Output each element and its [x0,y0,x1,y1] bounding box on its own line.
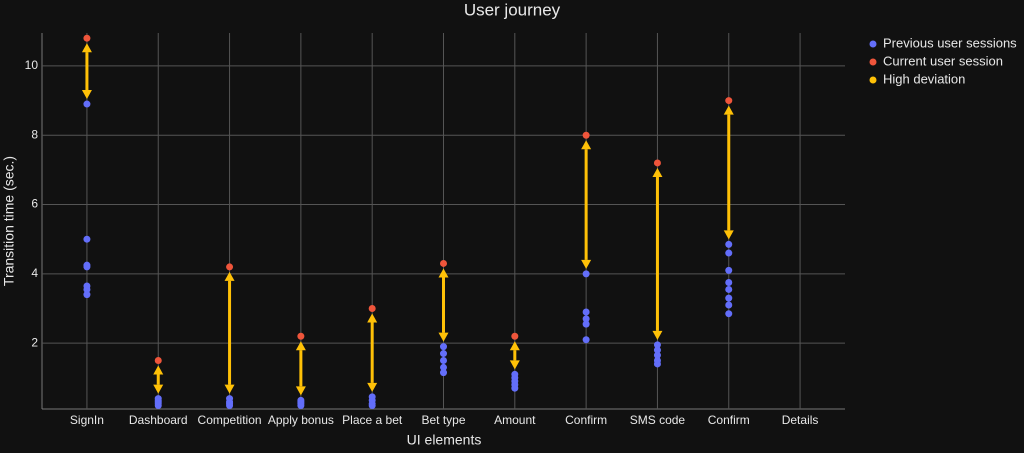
y-tick-label: 4 [31,266,38,280]
previous-point [368,402,376,410]
arrow-part [153,365,164,375]
previous-point [725,301,733,309]
arrow-part [652,167,663,177]
arrow-part [438,332,449,342]
previous-point [440,350,447,358]
x-tick-label: Place a bet [342,413,403,427]
previous-point [653,346,661,354]
arrow-part [295,386,306,396]
legend-marker [869,40,877,48]
deviation-arrow [295,341,306,396]
y-tick-label: 10 [25,58,39,72]
previous-point [725,249,733,257]
deviation-arrow [438,268,449,342]
previous-point [83,235,91,243]
previous-point [226,402,234,410]
arrow-part [81,90,92,100]
x-tick-label: SignIn [70,413,104,427]
deviation-arrow [367,313,378,392]
arrow-part [723,230,734,240]
previous-point [725,279,733,287]
current-point [154,356,162,364]
x-tick-label: Amount [494,413,536,427]
legend-marker [869,58,877,66]
previous-point [83,263,91,271]
arrow-part [367,382,378,392]
x-tick-label: Dashboard [129,413,188,427]
current-point [83,34,91,42]
deviation-arrow [81,43,92,100]
current-point [511,332,519,340]
legend-label: Current user session [883,53,1003,68]
y-tick-label: 2 [31,335,38,349]
x-tick-label: Confirm [565,413,607,427]
deviation-arrow [581,140,592,269]
arrow-part [509,341,520,351]
previous-point [511,384,519,392]
current-point [653,159,661,167]
previous-point [653,341,661,349]
current-point [582,131,590,139]
deviation-arrow [509,341,520,370]
x-tick-label: SMS code [630,413,686,427]
x-tick-label: Apply bonus [268,413,334,427]
previous-point [83,291,91,299]
deviation-arrow [153,365,164,394]
previous-point [725,310,733,318]
arrow-part [224,271,235,281]
previous-point [440,356,447,364]
x-tick-label: Competition [198,413,262,427]
y-axis-label: Transition time (sec.) [1,156,17,286]
arrow-part [224,384,235,394]
current-point [368,305,376,313]
previous-point [582,320,590,328]
current-point [440,259,447,267]
deviation-arrow [224,271,235,394]
deviation-arrow [723,105,734,240]
arrow-part [438,268,449,278]
previous-point [582,315,590,323]
deviation-arrow [652,167,663,340]
arrow-part [367,313,378,323]
previous-point [582,308,590,316]
current-point [297,332,305,340]
arrow-part [581,259,592,269]
previous-point [582,336,590,344]
previous-point [440,343,447,351]
legend-label: High deviation [883,71,965,86]
arrow-part [81,43,92,53]
chart-title: User journey [464,0,561,19]
arrow-part [295,341,306,351]
legend-marker [869,76,877,84]
arrow-part [509,360,520,370]
legend-label: Previous user sessions [883,35,1017,50]
x-axis-label: UI elements [407,432,482,448]
arrow-part [581,140,592,150]
y-tick-label: 8 [31,127,38,141]
arrow-part [652,330,663,340]
previous-point [440,363,447,371]
x-tick-label: Confirm [708,413,750,427]
previous-point [725,294,733,302]
y-tick-label: 6 [31,197,38,211]
arrow-part [153,384,164,394]
previous-point [83,285,91,293]
previous-point [653,360,661,368]
previous-point [297,402,305,410]
current-point [725,97,733,105]
previous-point [653,351,661,359]
previous-point [440,369,447,377]
current-point [226,263,234,271]
x-tick-label: Bet type [421,413,465,427]
previous-point [725,266,733,274]
x-tick-label: Details [782,413,819,427]
previous-point [154,402,162,410]
previous-point [83,100,91,108]
arrow-part [723,105,734,115]
previous-point [725,240,733,248]
previous-point [582,270,590,278]
previous-point [725,285,733,293]
